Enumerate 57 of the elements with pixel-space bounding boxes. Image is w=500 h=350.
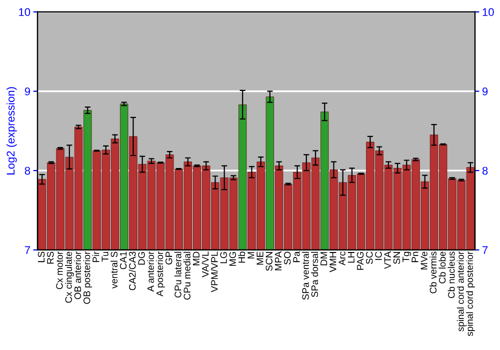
x-tick-label: ME [256,252,264,265]
x-tick-label: SO [284,252,291,265]
y2-tick-label: 10 [482,8,494,16]
x-tick-label: Pir [92,251,100,262]
y-axis-title: Log2 (expression) [6,87,17,174]
x-tick-label: Tg [402,252,412,262]
x-tick-label: Pa [293,251,300,262]
x-tick-label: Cb nucleus [448,252,455,298]
x-tick-label: MPA [274,251,282,270]
x-tick-label: CA2/CA3 [128,252,136,290]
y-tick-label: 10 [19,8,30,16]
x-tick-label: Cb vermis [430,252,437,294]
y-tick-label: 9 [24,88,30,96]
x-tick-label: VTA [384,251,391,269]
x-tick-label: Hb [238,252,246,263]
x-tick-label: SPa ventral [302,252,309,300]
x-tick-label: SCN [266,252,272,271]
x-tick-label: LS [38,252,45,262]
x-tick-label: MVe [420,252,428,270]
x-tick-label: Tu [102,252,108,262]
x-tick-label: SC [366,252,373,264]
x-tick-label: SPa dorsal [311,252,318,298]
x-tick-label: Cx motor [56,251,63,290]
x-tick-label: A anterior [147,251,154,292]
x-tick-label: VPM/VPL [210,252,218,292]
y2-tick-label: 9 [482,88,488,96]
y-tick-label: 8 [24,166,30,175]
x-tick-label: MG [229,252,236,266]
x-tick-label: spinal cord posterior [466,251,475,336]
x-tick-label: SN [393,252,400,264]
x-tick-label: Arc [338,252,346,266]
y2-tick-label: 8 [482,166,488,175]
x-tick-label: OB posterior [83,251,92,304]
y2-tick-label: 7 [482,246,488,254]
x-tick-label: LG [220,252,227,264]
x-tick-label: VA/VL [202,252,209,278]
x-tick-label: OB anterior [74,251,82,300]
x-tick-label: RS [47,252,54,264]
x-tick-label: spinal cord anterior [456,251,466,332]
y-tick-label: 7 [24,246,30,254]
x-tick-label: LH [348,252,354,263]
x-tick-label: Pn [412,252,418,262]
x-tick-label: DM [320,252,328,266]
x-tick-label: CPu medial [183,252,190,300]
x-tick-label: CA1 [120,252,127,270]
x-tick-label: CPu lateral [174,252,182,298]
x-tick-label: IC [375,252,382,260]
x-tick-label: Cb lobe [438,252,446,284]
x-tick-label: GP [166,252,172,264]
x-tick-label: PAG [356,252,364,270]
x-tick-label: ventral S [110,252,118,289]
x-tick-label: DG [138,252,145,265]
x-tick-label: Cx cingulate [65,252,74,303]
x-tick-label: MD [192,252,200,266]
x-tick-label: VMH [330,252,336,272]
x-tick-label: A posterior [156,251,165,296]
x-tick-label: M [248,252,254,258]
